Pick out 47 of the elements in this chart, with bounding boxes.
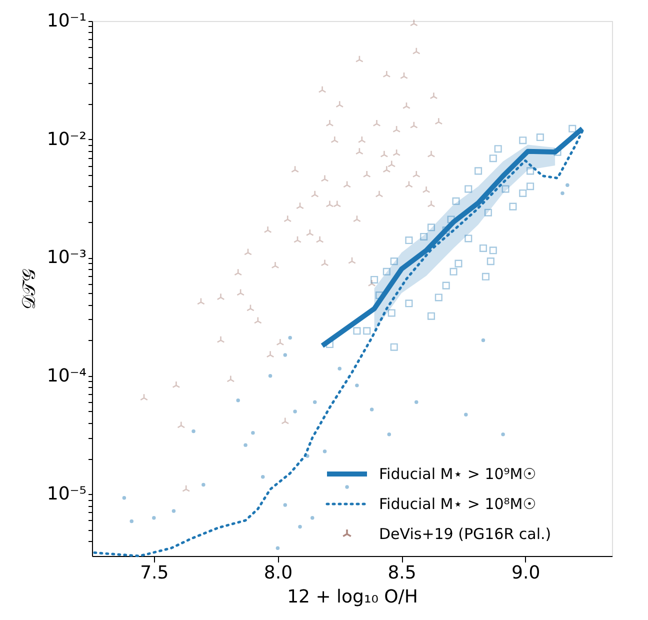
point <box>283 353 288 357</box>
y-tick-label: 10⁻⁵ <box>46 484 86 505</box>
point <box>283 503 288 507</box>
point <box>202 482 206 487</box>
point <box>130 519 134 524</box>
point <box>414 400 418 404</box>
point <box>312 400 317 404</box>
point <box>345 485 349 489</box>
legend-label: DeVis+19 (PG16R cal.) <box>379 525 552 543</box>
line-series <box>93 130 584 558</box>
point <box>288 336 292 340</box>
point <box>268 374 272 378</box>
point <box>251 430 255 435</box>
point <box>276 546 280 550</box>
point <box>464 412 468 417</box>
y-tick-label: 10⁻¹ <box>46 10 86 32</box>
y-tick-label: 10⁻⁴ <box>46 365 86 386</box>
point <box>293 410 297 414</box>
point <box>501 432 505 436</box>
point <box>355 384 359 388</box>
point <box>298 524 302 529</box>
y-tick-label: 10⁻² <box>46 128 86 150</box>
point <box>370 408 374 412</box>
point <box>244 443 248 447</box>
point <box>306 454 310 458</box>
point <box>172 509 176 513</box>
point <box>152 516 156 520</box>
point <box>310 516 314 520</box>
x-tick-label: 7.5 <box>140 562 169 584</box>
legend-label: Fiducial M⋆ > 10⁸M☉ <box>379 495 536 513</box>
point <box>236 398 240 402</box>
point <box>260 475 265 479</box>
point <box>338 366 342 371</box>
point <box>122 496 126 500</box>
point <box>322 449 327 454</box>
x-tick-label: 9.0 <box>512 562 540 584</box>
point <box>481 338 486 342</box>
point <box>560 191 564 196</box>
x-tick-label: 8.0 <box>264 562 293 584</box>
y-axis-title: 𝒟𝒯𝒢 <box>18 268 40 310</box>
x-axis-title: 12 + log₁₀ O/H <box>287 586 418 608</box>
point <box>192 429 196 434</box>
y-tick-label: 10⁻³ <box>46 247 86 268</box>
legend-label: Fiducial M⋆ > 10⁹M☉ <box>379 465 536 483</box>
point <box>387 432 392 436</box>
point <box>566 183 570 187</box>
x-tick-label: 8.5 <box>388 562 416 584</box>
